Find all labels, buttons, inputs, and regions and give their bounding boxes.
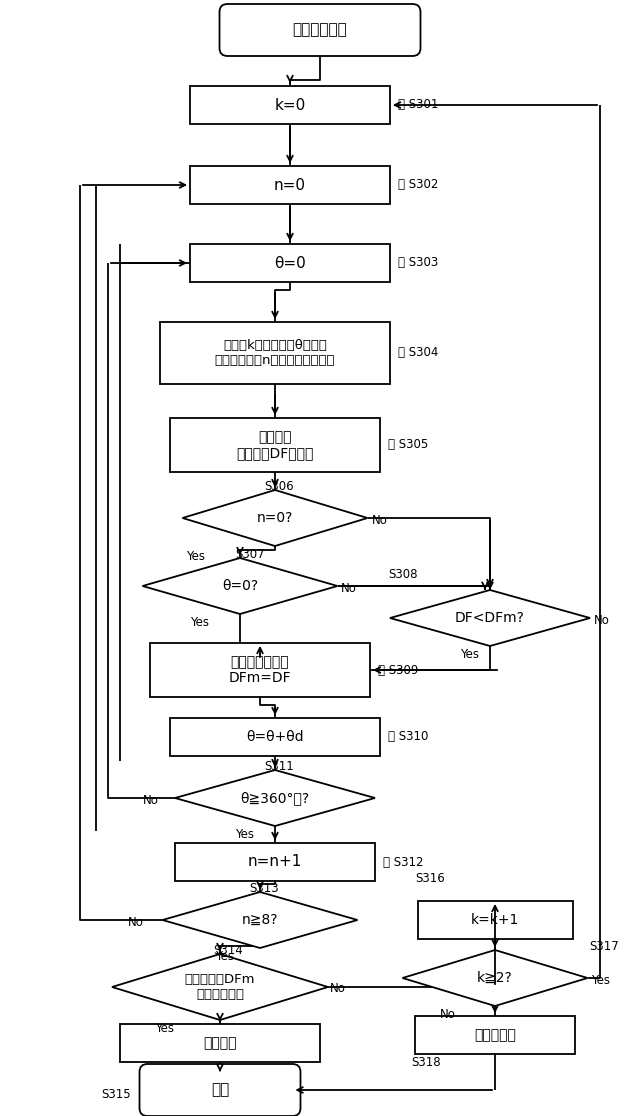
FancyBboxPatch shape [120, 1024, 320, 1062]
Text: Yes: Yes [460, 647, 479, 661]
Text: θ=θ+θd: θ=θ+θd [246, 730, 304, 744]
Text: n=0: n=0 [274, 177, 306, 192]
Text: S308: S308 [388, 568, 417, 580]
Polygon shape [403, 950, 588, 1006]
Text: S306: S306 [264, 480, 294, 492]
Text: S317: S317 [589, 940, 620, 952]
Polygon shape [390, 590, 590, 646]
Text: n=0?: n=0? [257, 511, 293, 525]
Text: Yes: Yes [215, 950, 234, 962]
Text: k≧2?: k≧2? [477, 971, 513, 985]
Polygon shape [175, 770, 375, 826]
Text: ～ S305: ～ S305 [388, 439, 428, 452]
Text: S313: S313 [249, 882, 279, 895]
Text: S318: S318 [411, 1056, 440, 1068]
FancyBboxPatch shape [220, 4, 420, 56]
Text: S314: S314 [213, 943, 243, 956]
FancyBboxPatch shape [190, 244, 390, 282]
Text: ～ S302: ～ S302 [398, 179, 438, 192]
Text: Yes: Yes [235, 827, 254, 840]
FancyBboxPatch shape [190, 166, 390, 204]
Text: k=0: k=0 [275, 97, 306, 113]
Text: ～ S303: ～ S303 [398, 257, 438, 269]
FancyBboxPatch shape [150, 643, 370, 698]
Text: S307: S307 [235, 548, 265, 560]
Text: 戻る: 戻る [211, 1083, 229, 1097]
Text: 面番号k、回転角度θおよび
平行移動番号nの基準画像を選択: 面番号k、回転角度θおよび 平行移動番号nの基準画像を選択 [215, 339, 335, 367]
Text: θ=0?: θ=0? [222, 579, 258, 593]
Text: θ≧360°　?: θ≧360° ? [241, 791, 310, 805]
Text: S316: S316 [415, 872, 445, 885]
Text: Yes: Yes [591, 974, 611, 988]
Text: No: No [440, 1008, 456, 1020]
Text: ～ S304: ～ S304 [398, 346, 438, 359]
Text: Yes: Yes [155, 1021, 174, 1035]
Text: S311: S311 [264, 760, 294, 772]
Text: 画像比較
（相違度DF算出）: 画像比較 （相違度DF算出） [236, 430, 314, 460]
Text: 一致判定: 一致判定 [204, 1036, 237, 1050]
Text: ～ S310: ～ S310 [388, 731, 428, 743]
Text: 画像対比判定: 画像対比判定 [292, 22, 348, 38]
Text: S315: S315 [102, 1087, 131, 1100]
Text: ～ S309: ～ S309 [378, 664, 419, 676]
FancyBboxPatch shape [190, 86, 390, 124]
Text: No: No [371, 514, 387, 528]
FancyBboxPatch shape [160, 323, 390, 384]
Polygon shape [112, 954, 328, 1020]
Polygon shape [163, 892, 358, 947]
FancyBboxPatch shape [170, 718, 380, 756]
Text: No: No [594, 615, 610, 627]
Polygon shape [143, 558, 337, 614]
Text: No: No [330, 982, 346, 995]
Text: θ=0: θ=0 [274, 256, 306, 270]
Text: n≧8?: n≧8? [242, 913, 278, 927]
Text: ～ S301: ～ S301 [398, 98, 438, 112]
Text: 不一致判定: 不一致判定 [474, 1028, 516, 1042]
Text: No: No [143, 795, 159, 808]
Polygon shape [182, 490, 367, 546]
Text: DF<DFm?: DF<DFm? [455, 610, 525, 625]
Text: 最小相違度DFm
が閾値以下？: 最小相違度DFm が閾値以下？ [185, 973, 255, 1001]
Text: ～ S312: ～ S312 [383, 856, 424, 868]
FancyBboxPatch shape [140, 1064, 301, 1116]
FancyBboxPatch shape [415, 1016, 575, 1054]
Text: n=n+1: n=n+1 [248, 855, 302, 869]
Text: 最小相違度設定
DFm=DF: 最小相違度設定 DFm=DF [228, 655, 291, 685]
Text: Yes: Yes [186, 549, 205, 562]
FancyBboxPatch shape [417, 901, 573, 939]
FancyBboxPatch shape [170, 418, 380, 472]
Text: No: No [127, 916, 143, 930]
FancyBboxPatch shape [175, 843, 375, 881]
Text: No: No [340, 583, 356, 596]
Text: Yes: Yes [190, 616, 209, 628]
Text: k=k+1: k=k+1 [471, 913, 519, 927]
